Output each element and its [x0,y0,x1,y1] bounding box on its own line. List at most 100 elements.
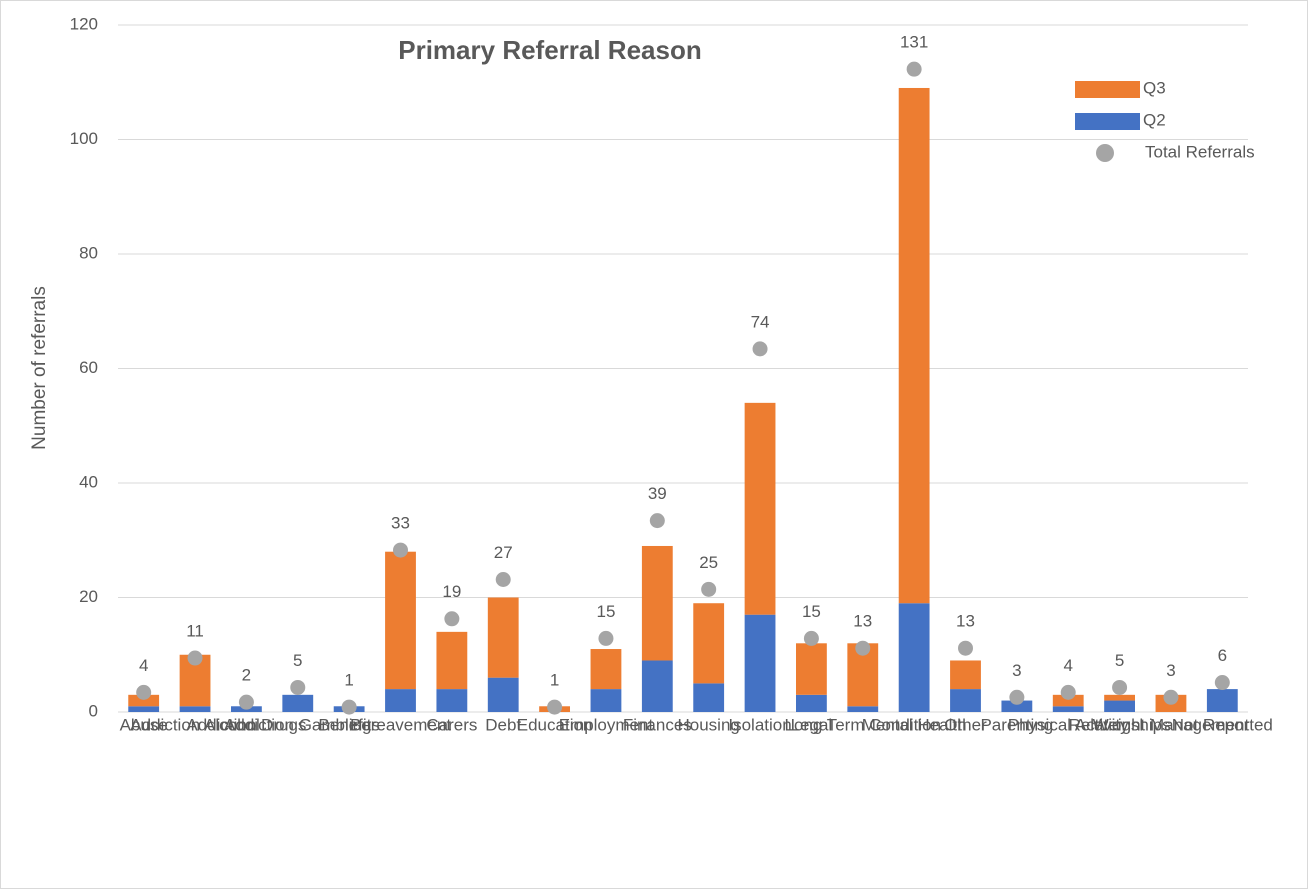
x-tick-label: Debt [485,715,521,734]
data-label: 4 [139,656,148,675]
x-tick-label: Relationships [1069,715,1171,734]
data-label: 4 [1063,656,1072,675]
bar-segment [1206,689,1238,712]
bar-segment [128,706,160,712]
data-label: 131 [900,33,928,52]
y-tick-label: 20 [79,587,98,606]
y-tick-label: 80 [79,243,98,262]
scatter-point [855,640,871,656]
bar-segment [1052,706,1084,712]
legend-marker [1096,144,1114,162]
data-label: 5 [293,651,302,670]
scatter-point [701,581,717,597]
bar-segment [1052,694,1084,707]
scatter-point [1060,684,1076,700]
y-tick-label: 0 [89,701,98,720]
data-label: 2 [242,666,251,685]
legend-label: Q2 [1143,110,1166,129]
y-tick-label: 120 [70,14,98,33]
data-label: 5 [1115,651,1124,670]
bar-segment [950,689,981,712]
data-label: 27 [494,543,513,562]
scatter-point [238,694,254,710]
x-tick-label: Bereavement [350,715,451,734]
scatter-point [958,640,973,656]
scatter-point [906,61,922,77]
legend-swatch [1075,81,1140,98]
y-axis-title: Number of referrals [29,286,50,450]
x-tick-label: Benefits [318,715,379,734]
bar-segment [744,402,776,615]
scatter-point [1214,675,1230,691]
chart-title: Primary Referral Reason [398,35,701,65]
bar-segment [179,706,211,712]
bar-segment [744,614,776,712]
scatter-point [290,679,306,695]
scatter-point [495,572,511,588]
scatter-point [752,341,768,357]
data-label: 19 [442,582,461,601]
data-label: 33 [391,514,410,533]
x-tick-label: Addiction Gambling [224,715,371,734]
data-label: 39 [648,484,667,503]
data-label: 3 [1166,661,1175,680]
bar-segment [898,87,930,604]
scatter-point [187,650,203,666]
x-tick-label: Long Term Condition [784,715,941,734]
bar-segment [641,660,673,712]
bar-segment [385,689,416,712]
data-label: 13 [956,612,975,631]
x-tick-label: Employment [559,715,654,734]
y-tick-label: 60 [79,358,98,377]
bar-segment [590,649,622,690]
scatter-point [341,699,357,715]
data-label: 1 [550,671,559,690]
x-tick-label: Abuse [120,715,168,734]
bar-segment [898,603,930,712]
scatter-point [444,611,460,627]
scatter-point [803,630,819,646]
bar-segment [1104,694,1135,701]
y-tick-label: 100 [70,129,98,148]
scatter-point [1009,689,1025,705]
bar-segment [693,603,725,684]
x-tick-label: Legal [791,715,833,734]
data-label: 15 [802,602,821,621]
x-tick-label: Other [944,715,987,734]
bar-segment [590,689,622,712]
x-tick-label: Addiction Alcohol [130,715,259,734]
x-tick-label: Not Reported [1172,715,1273,734]
data-label: 11 [186,622,204,641]
scatter-point [393,542,408,558]
scatter-point [1163,689,1179,705]
bar-segment [1104,700,1135,712]
scatter-point [598,630,614,646]
scatter-point [1112,679,1128,695]
bar-segment [641,545,673,661]
x-tick-label: Addiction Drugs [186,715,306,734]
x-tick-label: Housing [677,715,739,734]
bar-segment [693,683,725,712]
x-tick-label: Physical Activity [1008,715,1129,734]
data-label: 15 [596,602,615,621]
bar-segment [282,694,314,712]
bar-segment [950,660,981,690]
x-tick-label: Weight Management [1093,715,1250,734]
y-tick-label: 40 [79,472,98,491]
x-tick-label: Parenting [980,715,1053,734]
bar-segment [796,643,827,695]
bar-segment [128,694,160,707]
x-tick-label: Carers [426,715,477,734]
data-label: 6 [1218,646,1227,665]
data-label: 1 [344,671,353,690]
x-tick-label: Mental Health [862,715,967,734]
bar-segment [796,694,827,712]
bar-segment [847,706,879,712]
scatter-point [649,513,665,529]
bar-segment [385,551,416,690]
scatter-point [136,684,152,700]
scatter-point [547,699,563,715]
bar-segment [487,597,519,678]
